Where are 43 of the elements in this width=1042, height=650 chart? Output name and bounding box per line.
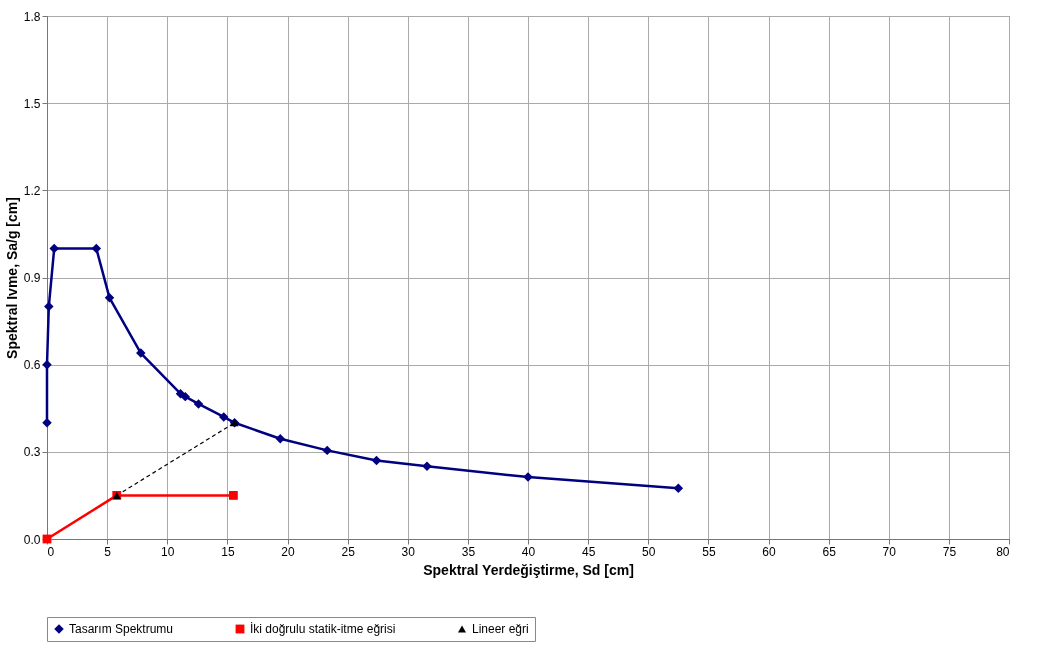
y-tick-label: 1.2: [23, 183, 41, 198]
x-tick-label: 75: [942, 544, 957, 559]
x-tick-label: 60: [762, 544, 776, 559]
x-tick-label: 70: [882, 544, 897, 559]
point: [180, 391, 191, 402]
x-tick-label: 5: [104, 544, 112, 559]
x-tick-label: 35: [461, 544, 476, 559]
y-tick-label: 0.0: [23, 532, 41, 547]
x-tick-label: 45: [581, 544, 596, 559]
x-tick-label: 80: [996, 544, 1010, 559]
point: [219, 412, 229, 422]
x-tick-label: 30: [401, 544, 416, 559]
y-tick-label: 1.5: [23, 96, 41, 111]
point: [673, 483, 684, 493]
point: [49, 243, 59, 254]
y-tick-label: 0.6: [23, 358, 41, 373]
x-tick-label: 10: [161, 544, 175, 559]
point: [91, 243, 102, 254]
x-tick-label: 55: [702, 544, 716, 559]
legend-label: Tasarım Spektrumu: [69, 622, 174, 636]
y-tick-label: 1.8: [23, 9, 41, 24]
legend-label: İki doğrulu statik-itme eğrisi: [250, 622, 396, 636]
point: [422, 461, 432, 472]
x-tick-label: 50: [642, 544, 656, 559]
y-axis-title: Spektral Ivme, Sa/g [cm]: [3, 197, 20, 359]
point: [193, 399, 204, 409]
x-tick-label: 65: [822, 544, 837, 559]
x-tick-label: 0: [47, 544, 55, 559]
point: [322, 445, 332, 456]
point: [275, 434, 286, 444]
x-tick-label: 25: [341, 544, 356, 559]
x-tick-label: 40: [521, 544, 536, 559]
point: [104, 293, 115, 303]
legend-label: Lineer eğri: [472, 622, 529, 636]
y-tick-label: 0.3: [23, 445, 41, 460]
x-tick-label: 15: [221, 544, 235, 559]
x-tick-label: 20: [281, 544, 295, 559]
x-axis-title: Spektral Yerdeğiştirme, Sd [cm]: [423, 561, 634, 578]
point: [44, 301, 54, 312]
point: [371, 455, 382, 466]
point: [136, 348, 146, 358]
point: [228, 491, 238, 500]
y-tick-label: 0.9: [23, 271, 41, 285]
